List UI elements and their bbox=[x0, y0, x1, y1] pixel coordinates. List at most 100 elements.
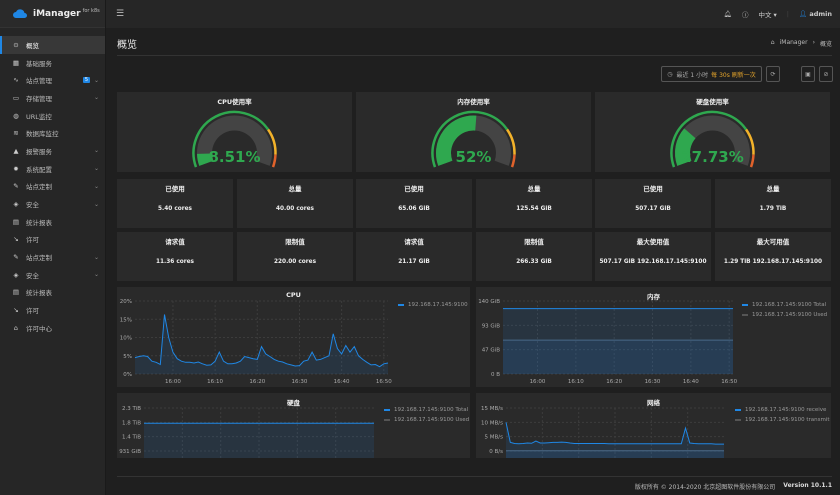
sidebar-item[interactable]: ↘ 许可 bbox=[0, 301, 105, 319]
sidebar-item[interactable]: ⌂ 许可中心 bbox=[0, 319, 105, 337]
gauge: 8.51% bbox=[192, 110, 277, 168]
sidebar-item[interactable]: ▦ 基础服务 bbox=[0, 54, 105, 72]
x-tick-label: 16:40 bbox=[334, 379, 350, 385]
sidebar-item[interactable]: ∿ 站点管理 5 ⌄ bbox=[0, 71, 105, 89]
chart-panel: CPU 0% 5% 10% 15% 20% 16:00 16:10 16:20 16:30 16:4… bbox=[117, 287, 470, 387]
sidebar-item[interactable]: ≋ 数据库监控 bbox=[0, 124, 105, 142]
chart: 0% 5% 10% 15% 20% 16:00 16:10 16:20 16:30 16:40 16… bbox=[120, 299, 392, 385]
sidebar-item-label: 数据库监控 bbox=[26, 130, 59, 139]
sidebar-item-label: 存储管理 bbox=[26, 94, 52, 103]
cloud-logo-icon bbox=[13, 9, 27, 18]
grid-icon: ▦ bbox=[12, 58, 20, 67]
sidebar-item[interactable]: ✎ 站点定制 ⌄ bbox=[0, 248, 105, 266]
series-area bbox=[503, 340, 733, 374]
chevron-down-icon: ⌄ bbox=[93, 200, 99, 208]
time-range-picker[interactable]: ◷ 最近 1 小时 每 30s 刷新一次 bbox=[661, 66, 762, 82]
settings-icon: ⊘ bbox=[823, 70, 829, 78]
sidebar-item-label: 基础服务 bbox=[26, 59, 52, 68]
stat-label: 总量 bbox=[766, 185, 780, 193]
legend-item[interactable]: 192.168.17.145:9100 Total bbox=[384, 405, 469, 415]
gauge-threshold bbox=[192, 110, 270, 168]
stat-label: 请求值 bbox=[404, 238, 424, 246]
stat-value: 40.00 cores bbox=[275, 206, 314, 212]
chevron-down-icon: ⌄ bbox=[93, 76, 99, 84]
stat-value: 507.17 GiB bbox=[635, 206, 671, 212]
stat-value: 21.17 GiB bbox=[398, 259, 430, 265]
stat-value: 266.33 GiB bbox=[516, 259, 552, 265]
sidebar-item-label: URL监控 bbox=[26, 112, 52, 121]
x-tick-label: 16:20 bbox=[249, 379, 265, 385]
sidebar-item[interactable]: ◈ 安全 ⌄ bbox=[0, 266, 105, 284]
language-select[interactable]: 中文 ▾ bbox=[758, 11, 777, 19]
page-title: 概览 bbox=[117, 40, 137, 51]
stat-panel: 已使用 507.17 GiB bbox=[595, 179, 711, 228]
sidebar-item[interactable]: ▭ 存储管理 ⌄ bbox=[0, 89, 105, 107]
legend-item[interactable]: 192.168.17.145:9100 receive bbox=[735, 405, 830, 415]
bell-icon[interactable]: 🔔︎ bbox=[723, 10, 732, 18]
series-line bbox=[505, 422, 724, 445]
stat-label: 请求值 bbox=[165, 238, 185, 246]
gauge-panel: CPU使用率 8.51% bbox=[117, 92, 352, 172]
stat-value: 220.00 cores bbox=[273, 259, 317, 265]
sidebar-item-label: 概览 bbox=[26, 41, 39, 50]
sidebar-item[interactable]: ▲ 报警服务 ⌄ bbox=[0, 142, 105, 160]
save-button[interactable]: ▣ bbox=[801, 66, 815, 82]
gauge-fill bbox=[197, 153, 214, 166]
breadcrumb-root[interactable]: iManager bbox=[779, 39, 808, 46]
chart-title: 网络 bbox=[647, 399, 660, 407]
wrench-icon: ✎ bbox=[13, 253, 19, 262]
refresh-interval-label: 每 30s 刷新一次 bbox=[711, 71, 756, 79]
gauge-threshold bbox=[670, 110, 748, 168]
gauge-title: CPU使用率 bbox=[217, 98, 252, 106]
y-tick-label: 140 GiB bbox=[478, 299, 500, 305]
y-tick-label: 0 B/s bbox=[489, 449, 503, 455]
sidebar-item-label: 站点定制 bbox=[26, 183, 52, 192]
home-icon[interactable]: ⌂ bbox=[770, 39, 775, 46]
gauge-title: 内存使用率 bbox=[457, 98, 490, 106]
legend-item[interactable]: 192.168.17.145:9100 Total bbox=[742, 300, 827, 310]
gauge-value: 8.51% bbox=[208, 148, 260, 166]
chevron-down-icon: ⌄ bbox=[93, 165, 99, 173]
user-menu[interactable]: 👤︎ admin bbox=[798, 10, 832, 18]
footer-divider bbox=[117, 476, 832, 477]
y-tick-label: 15% bbox=[120, 317, 132, 323]
x-tick-label: 16:10 bbox=[207, 379, 223, 385]
menu-toggle-icon[interactable]: ☰ bbox=[116, 9, 125, 19]
refresh-button[interactable]: ⟳ bbox=[766, 66, 780, 82]
sidebar-item[interactable]: ◍ URL监控 bbox=[0, 107, 105, 125]
footer: 版权所有 © 2014-2020 北京超图软件股份有限公司 Version 10… bbox=[635, 482, 832, 491]
wrench-icon: ✎ bbox=[13, 182, 19, 191]
gauge-threshold bbox=[745, 128, 755, 155]
stat-panel: 已使用 65.06 GiB bbox=[356, 179, 472, 228]
sidebar-item[interactable]: ◈ 安全 ⌄ bbox=[0, 195, 105, 213]
help-icon[interactable]: ⓘ bbox=[741, 11, 749, 19]
legend-item[interactable]: 192.168.17.145:9100 transmit bbox=[735, 415, 830, 425]
sidebar-item[interactable]: ▤ 统计报表 bbox=[0, 213, 105, 231]
sidebar-item-label: 站点管理 bbox=[26, 77, 52, 86]
sidebar-item-label: 统计报表 bbox=[26, 218, 52, 227]
chart-panel: 网络 0 B/s 5 MB/s 10 MB/s 15 MB/s 192.168.17.14… bbox=[476, 393, 831, 458]
stat-value: 65.06 GiB bbox=[398, 206, 430, 212]
stat-label: 已使用 bbox=[165, 185, 185, 193]
sidebar-item[interactable]: ↘ 许可 bbox=[0, 231, 105, 249]
series-area bbox=[503, 308, 733, 374]
legend-swatch bbox=[384, 409, 390, 411]
gauge-threshold bbox=[267, 128, 277, 155]
y-tick-label: 10 MB/s bbox=[481, 420, 503, 426]
sidebar-item[interactable]: ▤ 统计报表 bbox=[0, 284, 105, 302]
y-tick-label: 1.8 TiB bbox=[122, 420, 141, 426]
sidebar-item[interactable]: ✹ 系统配置 ⌄ bbox=[0, 160, 105, 178]
y-tick-label: 20% bbox=[120, 299, 132, 305]
legend-item[interactable]: 192.168.17.145:9100 Used bbox=[742, 310, 827, 320]
legend-swatch bbox=[742, 304, 748, 306]
sidebar-item[interactable]: ✎ 站点定制 ⌄ bbox=[0, 178, 105, 196]
legend-item[interactable]: 192.168.17.145:9100 Used bbox=[384, 415, 469, 425]
settings-button[interactable]: ⊘ bbox=[819, 66, 833, 82]
y-tick-label: 47 GiB bbox=[482, 348, 501, 354]
stat-value: 125.54 GiB bbox=[516, 206, 552, 212]
stat-value: 1.79 TiB bbox=[759, 206, 787, 212]
logo[interactable]: iManager for k8s bbox=[0, 0, 105, 28]
sidebar-item[interactable]: ⊙ 概览 bbox=[0, 36, 105, 54]
legend-item[interactable]: 192.168.17.145:9100 bbox=[398, 300, 468, 310]
gauge-threshold bbox=[506, 128, 516, 155]
